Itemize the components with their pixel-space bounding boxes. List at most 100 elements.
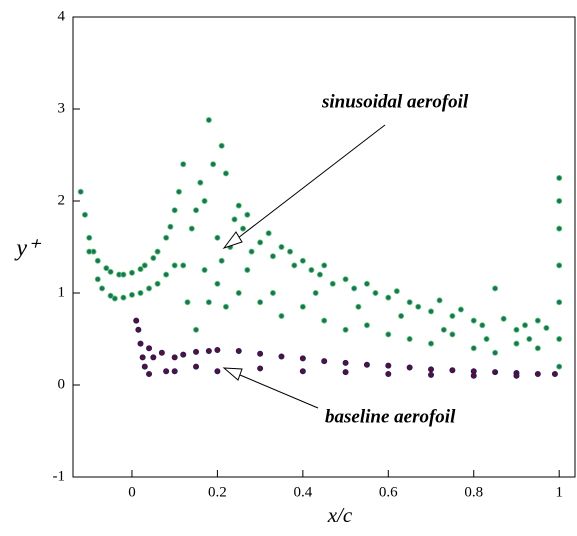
point [205, 347, 212, 354]
point [193, 207, 200, 214]
point [188, 225, 195, 232]
y-axis-label: y⁺ [14, 236, 42, 262]
point [291, 262, 298, 269]
point [428, 340, 435, 347]
point [81, 211, 88, 218]
point [163, 234, 170, 241]
point [146, 345, 153, 352]
x-tick-label: 0.6 [379, 484, 398, 500]
point [141, 363, 148, 370]
point [205, 117, 212, 124]
x-tick-label: 0.2 [208, 484, 227, 500]
point [385, 370, 392, 377]
point [479, 322, 486, 329]
point [214, 234, 221, 241]
point [513, 340, 520, 347]
point [201, 266, 208, 273]
point [150, 255, 157, 262]
point [278, 243, 285, 250]
point [556, 363, 563, 370]
x-tick-label: 0.4 [293, 484, 312, 500]
point [321, 317, 328, 324]
y-tick-label: 0 [58, 376, 66, 392]
y-tick-label: 1 [58, 284, 66, 300]
point [483, 335, 490, 342]
point [210, 161, 217, 168]
point [551, 370, 558, 377]
point [184, 299, 191, 306]
point [500, 315, 507, 322]
point [342, 276, 349, 283]
point [94, 257, 101, 264]
point [543, 324, 550, 331]
point [470, 317, 477, 324]
point [171, 262, 178, 269]
point [94, 276, 101, 283]
point [385, 362, 392, 369]
point [398, 312, 405, 319]
point [556, 197, 563, 204]
point [111, 295, 118, 302]
x-tick-label: 0.8 [464, 484, 483, 500]
point [77, 188, 84, 195]
point [137, 266, 144, 273]
point [278, 312, 285, 319]
point [107, 292, 114, 299]
point [385, 294, 392, 301]
point [436, 297, 443, 304]
plot-frame [72, 16, 576, 478]
point [556, 225, 563, 232]
annotation: sinusoidal aerofoil [321, 91, 469, 112]
point [321, 358, 328, 365]
point [363, 280, 370, 287]
point [257, 299, 264, 306]
point [534, 345, 541, 352]
annotation-arrow [237, 124, 386, 239]
point [99, 285, 106, 292]
point [175, 188, 182, 195]
point [158, 349, 165, 356]
point [163, 271, 170, 278]
point [222, 303, 229, 310]
point [522, 322, 529, 329]
point [214, 368, 221, 375]
point [265, 230, 272, 237]
point [137, 340, 144, 347]
point [171, 207, 178, 214]
point [556, 262, 563, 269]
point [351, 285, 358, 292]
point [299, 355, 306, 362]
point [428, 308, 435, 315]
point [428, 366, 435, 373]
point [372, 289, 379, 296]
point [342, 359, 349, 366]
point [146, 370, 153, 377]
x-tick-label: 0 [128, 484, 136, 500]
point [180, 161, 187, 168]
annotation: baseline aerofoil [325, 406, 456, 427]
point [120, 271, 127, 278]
point [180, 262, 187, 269]
point [363, 322, 370, 329]
point [235, 347, 242, 354]
point [393, 288, 400, 295]
point [556, 174, 563, 181]
point [171, 354, 178, 361]
point [308, 266, 315, 273]
point [470, 345, 477, 352]
point [244, 211, 251, 218]
x-tick-label: 1 [555, 484, 563, 500]
point [257, 365, 264, 372]
point [556, 299, 563, 306]
point [492, 285, 499, 292]
point [534, 317, 541, 324]
point [406, 299, 413, 306]
point [299, 257, 306, 264]
point [406, 364, 413, 371]
point [103, 265, 110, 272]
point [385, 331, 392, 338]
point [240, 225, 247, 232]
point [287, 248, 294, 255]
point [492, 349, 499, 356]
point [146, 285, 153, 292]
